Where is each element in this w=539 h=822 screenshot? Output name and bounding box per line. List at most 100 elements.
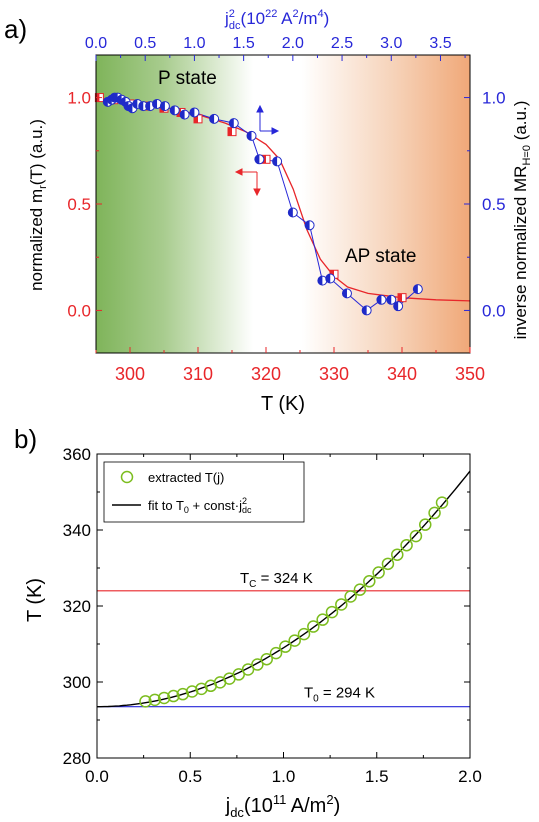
y-right-tick-label: 0.5: [482, 195, 506, 214]
x-tick-label: 310: [183, 364, 213, 384]
blue-circle-point: [209, 113, 220, 124]
y-tick-label: 280: [63, 749, 91, 768]
tc-label-group: TC = 324 K: [240, 570, 313, 590]
blue-circle-point: [393, 301, 404, 312]
blue-circle-fill: [117, 95, 122, 105]
legend-marker-circle: [120, 470, 134, 484]
x-tick-label: 1.0: [272, 767, 296, 786]
blue-circle-fill: [145, 101, 151, 111]
x-top-tick-label: 1.5: [233, 35, 255, 52]
x-top-tick-label: 1.0: [183, 35, 205, 52]
blue-circle-fill: [180, 110, 185, 120]
blue-circle-fill: [189, 107, 195, 117]
blue-circle-fill: [113, 93, 118, 103]
x-tick-label: 1.5: [365, 767, 389, 786]
panel-a-background: [96, 55, 470, 353]
y-tick-label: 360: [63, 445, 91, 464]
panel-a-top-xlabel: j2 dc(1022 A2/m4): [224, 8, 329, 32]
blue-circle-point: [272, 156, 283, 167]
x-tick-label: 350: [455, 364, 485, 384]
green-circle-point: [435, 496, 449, 509]
red-square-fill: [398, 293, 402, 302]
blue-circle-point: [304, 220, 315, 231]
t0-label-group: T0 = 294 K: [304, 685, 375, 705]
blue-circle-fill: [209, 114, 215, 124]
green-circle-point: [148, 693, 162, 707]
blue-circle-point: [254, 154, 265, 165]
green-circle-point: [400, 538, 413, 552]
svg-text:TC = 324 K: TC = 324 K: [240, 570, 313, 590]
blue-circle-fill: [305, 220, 310, 230]
blue-circle-point: [341, 288, 352, 299]
panel-a-xlabel: T (K): [261, 393, 305, 415]
green-circle-point: [353, 583, 367, 596]
red-square-fill: [228, 127, 232, 136]
blue-circle-point: [376, 294, 387, 305]
blue-circle-fill: [393, 301, 399, 311]
blue-circle-fill: [127, 103, 133, 113]
y-tick-label: 0.0: [67, 301, 91, 320]
blue-circle-fill: [325, 274, 331, 283]
green-circle-point: [297, 627, 311, 641]
blue-circle-point: [189, 107, 200, 118]
green-circle-point: [185, 685, 199, 698]
green-circle-point: [428, 506, 441, 520]
x-top-tick-label: 0.5: [134, 35, 156, 52]
blue-circle-point: [246, 130, 257, 141]
blue-circle-fill: [152, 99, 158, 109]
blue-circle-fill: [123, 101, 129, 111]
green-circle-point: [316, 613, 329, 626]
panel-b-ylabel: T (K): [24, 578, 46, 622]
panel-a-axes: 300 310 320 330 340 350 0.0 0.5 1.0 0.0 0.5 1.0 0.0 0…: [67, 35, 505, 384]
green-circle-point: [418, 518, 432, 531]
panel-a-blue-circles: [102, 92, 423, 316]
x-top-tick-label: 2.5: [331, 35, 353, 52]
blue-arrow-right: [256, 104, 280, 135]
panel-b-green-circles: [139, 496, 449, 708]
y-tick-label: 1.0: [67, 89, 91, 108]
y-tick-label: 0.5: [67, 195, 91, 214]
x-top-tick-label: 0.0: [85, 35, 107, 52]
blue-circle-fill: [103, 97, 108, 107]
y-tick-label: 300: [63, 673, 91, 692]
blue-circle-fill: [247, 131, 252, 141]
annotation-ap-state: AP state: [345, 246, 416, 267]
blue-circle-fill: [229, 118, 234, 128]
green-circle-point: [307, 620, 320, 633]
green-circle-point: [288, 634, 301, 647]
blue-circle-fill: [132, 99, 138, 109]
red-square-point: [227, 127, 237, 137]
blue-circle-point: [412, 284, 423, 295]
blue-circle-point: [361, 305, 372, 316]
blue-circle-point: [287, 207, 298, 218]
legend: extracted T(j) fit to T0 + const·j2 dc: [103, 461, 305, 523]
green-circle-point: [372, 566, 385, 579]
green-circle-point: [157, 691, 171, 705]
x-top-tick-label: 2.0: [282, 35, 304, 52]
green-circle-point: [269, 646, 283, 660]
red-square-fill: [194, 114, 198, 123]
panel-label-b: b): [14, 424, 37, 454]
x-top-tick-label: 3.0: [380, 35, 402, 52]
green-circle-point: [391, 548, 404, 561]
red-arrow-left: [234, 168, 261, 197]
y-tick-label: 340: [63, 521, 91, 540]
annotation-p-state: P state: [158, 68, 217, 89]
green-circle-point: [325, 605, 339, 619]
blue-circle-fill: [342, 288, 347, 298]
svg-text:T0 = 294 K: T0 = 294 K: [304, 685, 375, 705]
green-circle-point: [279, 640, 292, 653]
green-circle-point: [409, 529, 423, 543]
blue-circle-fill: [413, 284, 418, 294]
x-tick-label: 0.0: [85, 767, 109, 786]
blue-circle-point: [228, 118, 239, 129]
green-circle-point: [139, 695, 152, 708]
panel-b-axes: 0.0 0.5 1.0 1.5 2.0 280 300 320 340 360: [63, 445, 482, 786]
x-tick-label: 0.5: [178, 767, 202, 786]
x-tick-label: 300: [115, 364, 145, 384]
blue-circle-point: [169, 105, 180, 116]
green-circle-point: [344, 590, 357, 603]
panel-label-a: a): [4, 14, 27, 44]
blue-circle-fill: [288, 208, 293, 218]
